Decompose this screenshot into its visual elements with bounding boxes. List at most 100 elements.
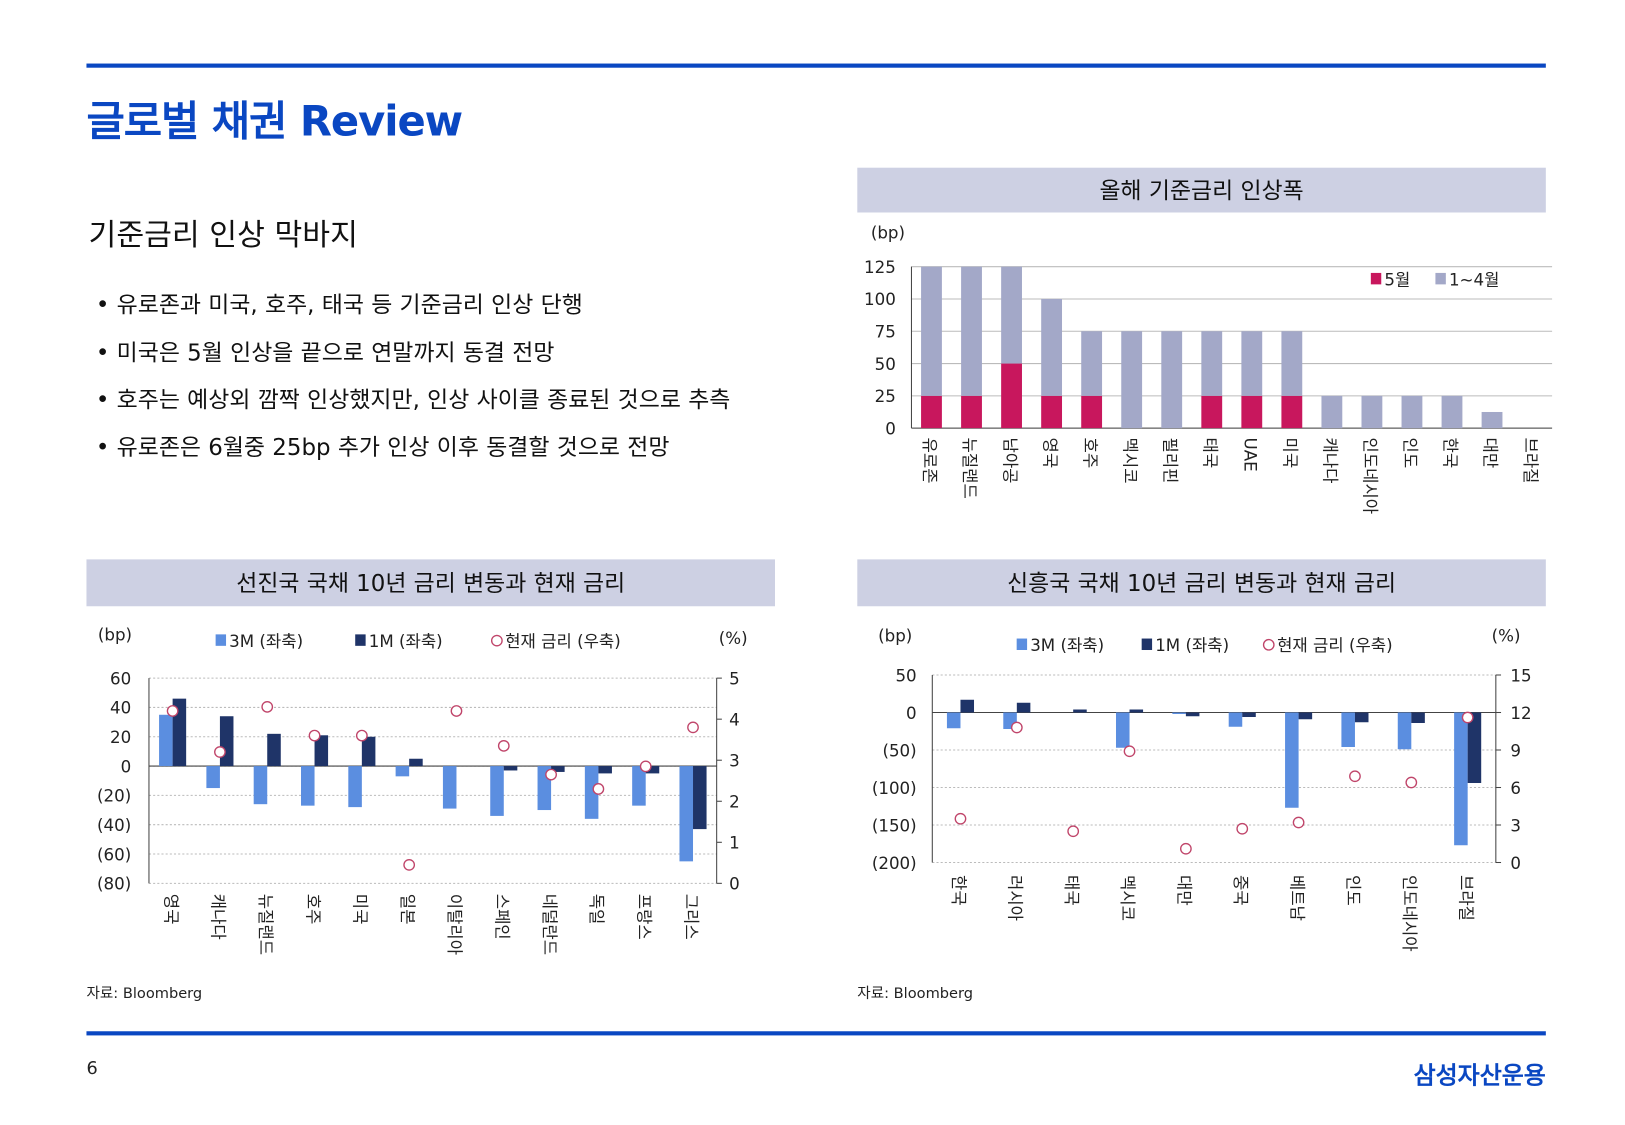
legend-swatch [355, 634, 366, 646]
x-tick-label: 유로존 [920, 438, 939, 484]
y-tick-label: 40 [110, 699, 131, 718]
bullet: • 미국은 5월 인상을 끝으로 연말까지 동결 전망 [95, 340, 555, 367]
y-tick-label: 0 [121, 757, 132, 776]
y-axis-unit: (bp) [98, 626, 132, 645]
rate-point [214, 746, 226, 758]
bar [267, 733, 281, 767]
x-tick-label: 러시아 [1006, 875, 1025, 921]
bullet-text: 미국은 5월 인상을 끝으로 연말까지 동결 전망 [116, 340, 555, 367]
rate-point [497, 739, 510, 752]
x-tick-label: 인도네시아 [1361, 438, 1380, 515]
legend-label: 1~4월 [1449, 270, 1499, 289]
y-tick-label: 50 [875, 355, 896, 374]
x-tick-label: 인도 [1401, 438, 1420, 469]
bar-segment [961, 395, 982, 429]
x-tick-label: 멕시코 [1118, 875, 1137, 921]
x-tick-label: 한국 [1441, 438, 1460, 469]
x-tick-label: 대만 [1481, 438, 1500, 469]
y-tick-label: 25 [875, 387, 896, 406]
legend-label: 5월 [1384, 270, 1410, 289]
bar [300, 766, 315, 806]
source: 자료: Bloomberg [86, 985, 203, 1003]
bar-segment [1041, 395, 1063, 429]
bar [1185, 712, 1200, 717]
x-tick-label: 미국 [351, 894, 370, 925]
y-tick-label: 100 [864, 290, 896, 309]
y-tick-label: 0 [885, 419, 896, 438]
bar [693, 766, 707, 830]
x-tick-label: 영국 [161, 894, 180, 925]
bar [960, 699, 975, 713]
y-tick-label: (80) [97, 875, 131, 894]
y-tick-label: (20) [97, 787, 131, 806]
bar [1454, 712, 1468, 846]
rate-point [1010, 721, 1023, 734]
bar [219, 716, 234, 767]
x-tick-label: 베트남 [1287, 875, 1306, 921]
rate-point [1067, 825, 1080, 838]
y2-tick-label: 3 [1510, 816, 1521, 835]
bar-segment [1201, 331, 1223, 396]
bar [395, 766, 410, 777]
y2-tick-label: 15 [1510, 666, 1531, 685]
bar [632, 766, 646, 806]
bar [348, 766, 362, 808]
bullet: • 호주는 예상외 깜짝 인상했지만, 인상 사이클 종료된 것으로 추측 [95, 387, 731, 414]
bullet: • 유로존은 6월중 25bp 추가 인상 이후 동결할 것으로 전망 [95, 434, 670, 461]
legend-swatch [490, 634, 503, 647]
bar-segment [1001, 266, 1022, 364]
bar-segment [1281, 331, 1303, 396]
rate-point [592, 783, 605, 795]
legend-label: 현재 금리 (우축) [505, 632, 621, 651]
x-tick-label: 네덜란드 [540, 894, 559, 955]
bar-segment [1241, 331, 1263, 396]
x-tick-label: 인도 [1344, 875, 1363, 906]
y-tick-label: (100) [872, 779, 917, 798]
legend-swatch [1016, 638, 1028, 651]
bar [645, 766, 660, 774]
bar-segment [921, 266, 942, 396]
x-tick-label: 캐나다 [209, 894, 228, 940]
bar [159, 714, 173, 767]
bar [1172, 712, 1186, 715]
bar [1115, 712, 1130, 748]
rate-point [1236, 822, 1249, 835]
bar [584, 766, 599, 819]
bar-segment [1401, 395, 1423, 429]
chart-header [857, 559, 1546, 607]
brand: 삼성자산운용 [1413, 1062, 1546, 1090]
rate-point [639, 760, 652, 773]
x-tick-label: 일본 [398, 894, 417, 925]
x-tick-label: 필리핀 [1160, 438, 1179, 484]
rate-point [1349, 770, 1361, 783]
x-tick-label: 태국 [1062, 875, 1081, 906]
y-tick-label: 60 [110, 669, 131, 688]
bullet-text: 호주는 예상외 깜짝 인상했지만, 인상 사이클 종료된 것으로 추측 [116, 387, 731, 414]
bar [409, 758, 423, 767]
legend-label: 1M (좌축) [1155, 636, 1229, 655]
bar-segment [1441, 395, 1463, 429]
bar [1341, 712, 1355, 748]
rate-point [166, 705, 179, 717]
y-tick-label: (150) [872, 816, 917, 835]
y2-tick-label: 0 [1510, 854, 1521, 873]
y2-tick-label: 2 [729, 793, 740, 812]
top-rule [86, 63, 1546, 68]
legend-label: 3M (좌축) [229, 632, 303, 651]
y2-tick-label: 9 [1510, 741, 1521, 760]
x-tick-label: 미국 [1281, 438, 1300, 469]
bar [1354, 712, 1369, 723]
y2-axis-unit: (%) [719, 629, 748, 648]
y-axis-unit: (bp) [871, 224, 905, 243]
x-tick-label: 중국 [1231, 875, 1250, 906]
legend-swatch [1262, 638, 1275, 651]
x-tick-label: 인도네시아 [1400, 875, 1419, 952]
bar-segment [1281, 395, 1303, 429]
x-tick-label: 영국 [1040, 438, 1059, 469]
x-tick-label: 스페인 [492, 894, 511, 940]
chart-title: 선진국 국채 10년 금리 변동과 현재 금리 [236, 571, 625, 597]
rate-point [261, 700, 274, 713]
bar-segment [1161, 331, 1183, 429]
bar-segment [961, 266, 982, 396]
